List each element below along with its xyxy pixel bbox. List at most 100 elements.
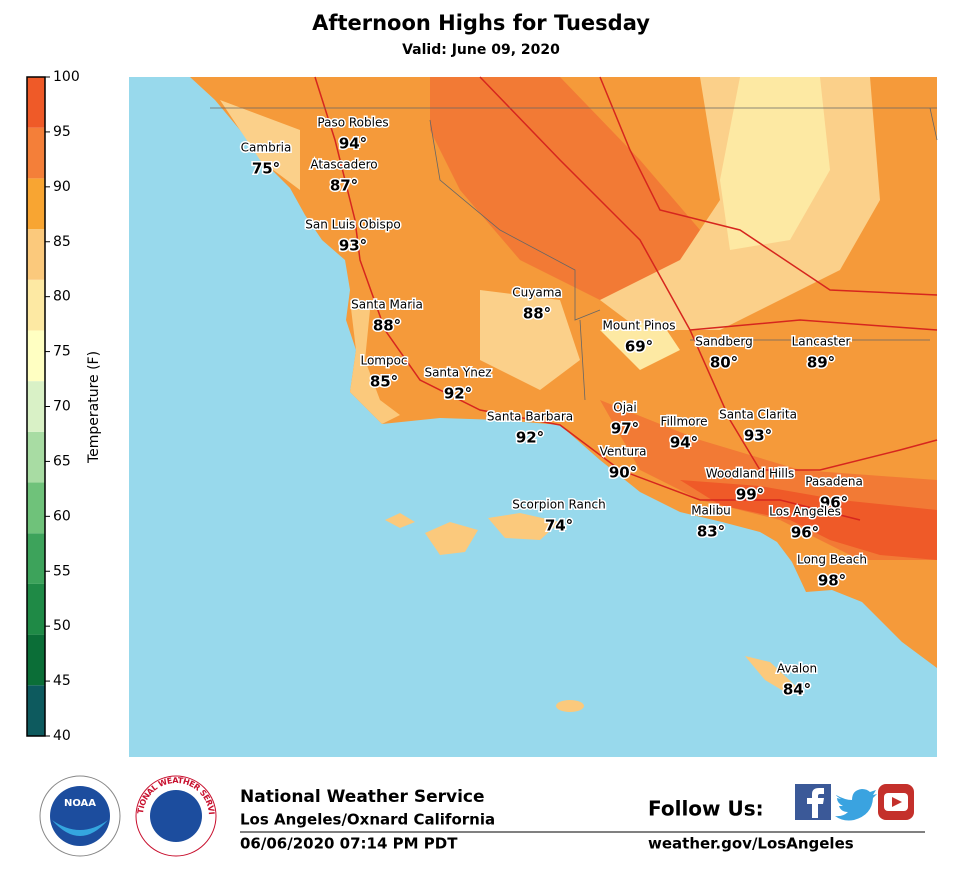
colorbar-label: Temperature (F) bbox=[86, 351, 102, 464]
cool-region bbox=[220, 77, 880, 390]
city-name: Lancaster bbox=[792, 335, 851, 349]
youtube-play bbox=[892, 797, 902, 807]
colorbar-band bbox=[27, 685, 45, 736]
city-temp: 84° bbox=[783, 681, 811, 699]
city-temp: 89° bbox=[807, 354, 835, 372]
city-temp: 98° bbox=[818, 572, 846, 590]
colorbar-tick-label: 90 bbox=[53, 179, 71, 195]
colorbar-band bbox=[27, 77, 45, 128]
city-temp: 94° bbox=[339, 135, 367, 153]
city-name: Woodland Hills bbox=[706, 467, 794, 481]
city-name: Los Angeles bbox=[769, 505, 841, 519]
colorbar-band bbox=[27, 381, 45, 432]
city-temp: 97° bbox=[611, 420, 639, 438]
map: Paso Robles 94° Cambria 75° Atascadero 87° San… bbox=[129, 76, 938, 757]
noaa-logo-inner bbox=[50, 786, 110, 846]
colorbar-band bbox=[27, 431, 45, 483]
colorbar-tick-label: 95 bbox=[53, 124, 71, 140]
city-temp: 90° bbox=[609, 464, 637, 482]
colorbar-tick-label: 65 bbox=[53, 453, 71, 469]
city-temp: 80° bbox=[710, 354, 738, 372]
city-name: Ventura bbox=[600, 445, 647, 459]
mild-region bbox=[600, 77, 830, 370]
colorbar-band bbox=[27, 533, 45, 584]
colorbar-tick-label: 100 bbox=[53, 69, 80, 85]
colorbar-band bbox=[27, 279, 45, 331]
noaa-wave bbox=[52, 820, 108, 836]
city-temp: 92° bbox=[444, 385, 472, 403]
colorbar-tick-label: 70 bbox=[53, 399, 71, 415]
city-temp: 69° bbox=[625, 338, 653, 356]
city-name: Santa Clarita bbox=[719, 408, 797, 422]
colorbar-band bbox=[27, 330, 45, 382]
city-name: Lompoc bbox=[360, 354, 407, 368]
city-temp: 93° bbox=[339, 237, 367, 255]
colorbar: 40 45 50 55 60 65 70 75 80 85 90 95 100 bbox=[26, 69, 80, 744]
colorbar-band bbox=[27, 127, 45, 179]
city-temp: 74° bbox=[545, 517, 573, 535]
city-temp: 92° bbox=[516, 429, 544, 447]
website[interactable]: weather.gov/LosAngeles bbox=[648, 835, 854, 853]
city-name: Avalon bbox=[777, 662, 817, 676]
city-name: Long Beach bbox=[797, 553, 867, 567]
city-name: Scorpion Ranch bbox=[512, 498, 605, 512]
road bbox=[479, 76, 761, 471]
county-line bbox=[210, 107, 938, 401]
city-temp: 99° bbox=[736, 486, 764, 504]
colorbar-tick-label: 60 bbox=[53, 508, 71, 524]
colorbar-band bbox=[27, 229, 45, 280]
colorbar-band bbox=[27, 583, 45, 635]
city-name: San Luis Obispo bbox=[305, 218, 400, 232]
colorbar-tick-label: 80 bbox=[53, 289, 71, 305]
colorbar-band bbox=[27, 178, 45, 230]
subtitle: Valid: June 09, 2020 bbox=[402, 42, 560, 58]
city-temp: 83° bbox=[697, 523, 725, 541]
island bbox=[745, 656, 800, 692]
city-name: Ojai bbox=[613, 401, 636, 415]
city-name: Mount Pinos bbox=[603, 319, 676, 333]
city-name: Fillmore bbox=[660, 415, 707, 429]
city-name: Santa Ynez bbox=[424, 366, 491, 380]
island bbox=[385, 513, 415, 528]
colorbar-band bbox=[27, 634, 45, 686]
city-name: Paso Robles bbox=[317, 116, 388, 130]
title: Afternoon Highs for Tuesday bbox=[312, 11, 650, 35]
city-temp: 94° bbox=[670, 434, 698, 452]
follow-us: Follow Us: bbox=[648, 797, 764, 821]
road bbox=[689, 319, 938, 331]
city-name: Santa Maria bbox=[351, 298, 423, 312]
twitter-icon[interactable] bbox=[835, 789, 877, 821]
city-name: Santa Barbara bbox=[487, 410, 573, 424]
city-name: Cuyama bbox=[512, 286, 561, 300]
city-temp: 85° bbox=[370, 373, 398, 391]
city-temp: 96° bbox=[820, 494, 848, 512]
islands bbox=[385, 513, 800, 712]
boundaries bbox=[210, 107, 938, 401]
colorbar-tick-label: 75 bbox=[53, 344, 71, 360]
colorbar-band bbox=[27, 482, 45, 534]
city-name: Atascadero bbox=[310, 158, 377, 172]
city-temp: 93° bbox=[744, 427, 772, 445]
hot-region bbox=[430, 77, 937, 560]
colorbar-tick-label: 40 bbox=[53, 728, 71, 744]
colorbar-tick-label: 45 bbox=[53, 673, 71, 689]
noaa-text: NOAA bbox=[64, 798, 96, 809]
issued: 06/06/2020 07:14 PM PDT bbox=[240, 835, 458, 853]
colorbar-tick-label: 55 bbox=[53, 563, 71, 579]
agency: National Weather Service bbox=[240, 787, 485, 807]
nws-logo-inner bbox=[150, 790, 202, 842]
road bbox=[760, 439, 938, 471]
city-name: Malibu bbox=[691, 504, 731, 518]
road bbox=[599, 76, 938, 296]
facebook-f bbox=[807, 788, 824, 818]
city-name: Cambria bbox=[241, 141, 292, 155]
city-name: Sandberg bbox=[695, 335, 753, 349]
roads bbox=[314, 76, 938, 521]
colorbar-tick-label: 50 bbox=[53, 618, 71, 634]
city-temp: 75° bbox=[252, 160, 280, 178]
island bbox=[425, 522, 478, 555]
office: Los Angeles/Oxnard California bbox=[240, 811, 495, 829]
island bbox=[556, 700, 584, 712]
